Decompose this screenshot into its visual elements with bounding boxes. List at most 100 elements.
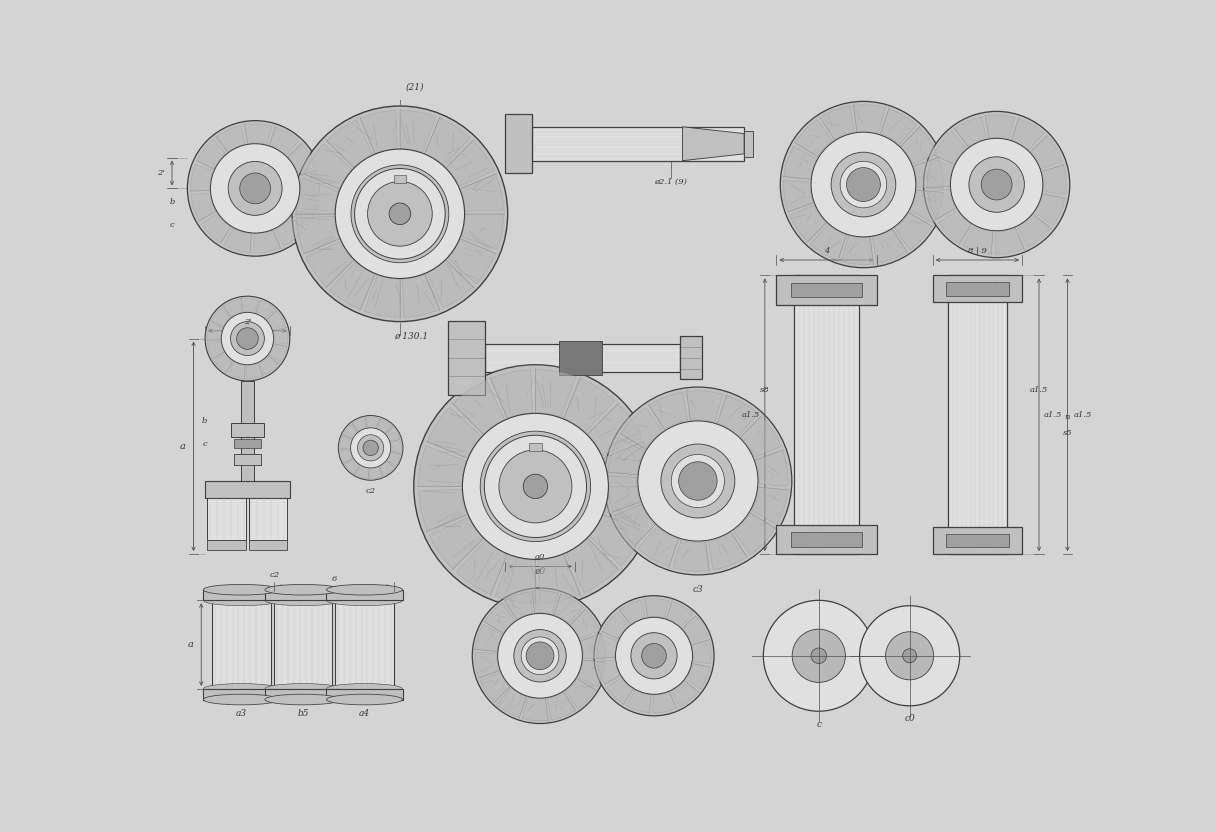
Circle shape bbox=[615, 617, 692, 694]
Polygon shape bbox=[539, 554, 580, 603]
Text: a1.5: a1.5 bbox=[1030, 386, 1048, 394]
Circle shape bbox=[831, 152, 896, 217]
Circle shape bbox=[514, 630, 567, 682]
Bar bbox=[529, 443, 541, 451]
Polygon shape bbox=[428, 407, 482, 458]
Polygon shape bbox=[626, 691, 651, 713]
Text: n: n bbox=[1065, 414, 1070, 421]
Bar bbox=[744, 131, 754, 157]
Polygon shape bbox=[733, 513, 775, 554]
Polygon shape bbox=[522, 697, 548, 721]
Bar bbox=[946, 282, 1008, 295]
Polygon shape bbox=[244, 124, 272, 145]
Polygon shape bbox=[911, 190, 942, 223]
Bar bbox=[946, 534, 1008, 547]
Bar bbox=[506, 115, 533, 173]
Circle shape bbox=[472, 588, 608, 724]
Polygon shape bbox=[427, 260, 473, 308]
Ellipse shape bbox=[203, 694, 280, 705]
Polygon shape bbox=[608, 476, 641, 512]
Circle shape bbox=[840, 161, 886, 208]
Text: c0: c0 bbox=[905, 714, 914, 723]
Polygon shape bbox=[682, 126, 744, 161]
Polygon shape bbox=[1018, 215, 1051, 247]
Polygon shape bbox=[452, 380, 505, 434]
Text: b: b bbox=[169, 198, 175, 206]
Polygon shape bbox=[266, 310, 286, 329]
Polygon shape bbox=[364, 275, 400, 317]
Polygon shape bbox=[247, 363, 263, 379]
Text: c3: c3 bbox=[693, 585, 703, 594]
Polygon shape bbox=[603, 442, 652, 483]
Bar bbox=[794, 275, 858, 554]
Circle shape bbox=[969, 156, 1024, 212]
Text: c: c bbox=[203, 440, 208, 448]
Polygon shape bbox=[590, 515, 643, 566]
Ellipse shape bbox=[265, 584, 340, 595]
Polygon shape bbox=[400, 111, 435, 152]
Polygon shape bbox=[270, 127, 299, 155]
Bar bbox=[231, 423, 264, 437]
Circle shape bbox=[499, 450, 572, 522]
Text: 2': 2' bbox=[243, 318, 252, 325]
Circle shape bbox=[338, 415, 402, 480]
Ellipse shape bbox=[326, 694, 402, 705]
Bar bbox=[249, 498, 287, 540]
Text: a4: a4 bbox=[359, 709, 370, 718]
Polygon shape bbox=[854, 105, 885, 133]
Bar bbox=[485, 344, 680, 372]
Polygon shape bbox=[708, 532, 747, 570]
Polygon shape bbox=[578, 660, 604, 687]
Circle shape bbox=[484, 435, 586, 537]
Bar bbox=[265, 590, 340, 601]
Polygon shape bbox=[197, 139, 226, 169]
Text: s5: s5 bbox=[1063, 428, 1073, 437]
Text: 5/10: 5/10 bbox=[542, 398, 561, 406]
Ellipse shape bbox=[265, 684, 340, 694]
Bar bbox=[241, 381, 254, 481]
Polygon shape bbox=[224, 300, 242, 317]
Polygon shape bbox=[602, 612, 629, 639]
Bar bbox=[208, 540, 246, 549]
Polygon shape bbox=[692, 640, 711, 664]
Polygon shape bbox=[644, 599, 669, 618]
Polygon shape bbox=[460, 174, 503, 211]
Circle shape bbox=[362, 440, 378, 456]
Bar bbox=[777, 525, 877, 554]
Polygon shape bbox=[254, 230, 281, 253]
Text: 6: 6 bbox=[332, 575, 337, 582]
Bar bbox=[249, 540, 287, 549]
Polygon shape bbox=[366, 417, 378, 428]
Polygon shape bbox=[390, 439, 401, 453]
Circle shape bbox=[981, 169, 1012, 200]
Polygon shape bbox=[480, 672, 510, 702]
Polygon shape bbox=[259, 355, 278, 374]
Circle shape bbox=[792, 629, 845, 682]
Polygon shape bbox=[497, 688, 527, 717]
Circle shape bbox=[240, 173, 270, 204]
Polygon shape bbox=[928, 189, 956, 220]
Text: c2: c2 bbox=[269, 572, 280, 579]
Bar bbox=[203, 689, 280, 700]
Circle shape bbox=[237, 328, 258, 349]
Polygon shape bbox=[360, 111, 398, 153]
Polygon shape bbox=[686, 664, 710, 689]
Polygon shape bbox=[597, 635, 618, 658]
Circle shape bbox=[631, 632, 677, 679]
Text: c2: c2 bbox=[366, 487, 376, 494]
Circle shape bbox=[679, 462, 717, 500]
Bar bbox=[447, 321, 485, 394]
Polygon shape bbox=[387, 452, 401, 466]
Polygon shape bbox=[330, 262, 375, 310]
Circle shape bbox=[358, 435, 384, 461]
Text: a3: a3 bbox=[236, 709, 247, 718]
Text: a5: a5 bbox=[530, 618, 541, 627]
Polygon shape bbox=[717, 395, 758, 435]
Polygon shape bbox=[214, 354, 233, 373]
Circle shape bbox=[527, 642, 554, 670]
Bar bbox=[326, 590, 402, 601]
Text: ø0: ø0 bbox=[535, 567, 546, 576]
Polygon shape bbox=[377, 418, 392, 433]
Bar bbox=[933, 527, 1023, 554]
Polygon shape bbox=[795, 120, 833, 156]
